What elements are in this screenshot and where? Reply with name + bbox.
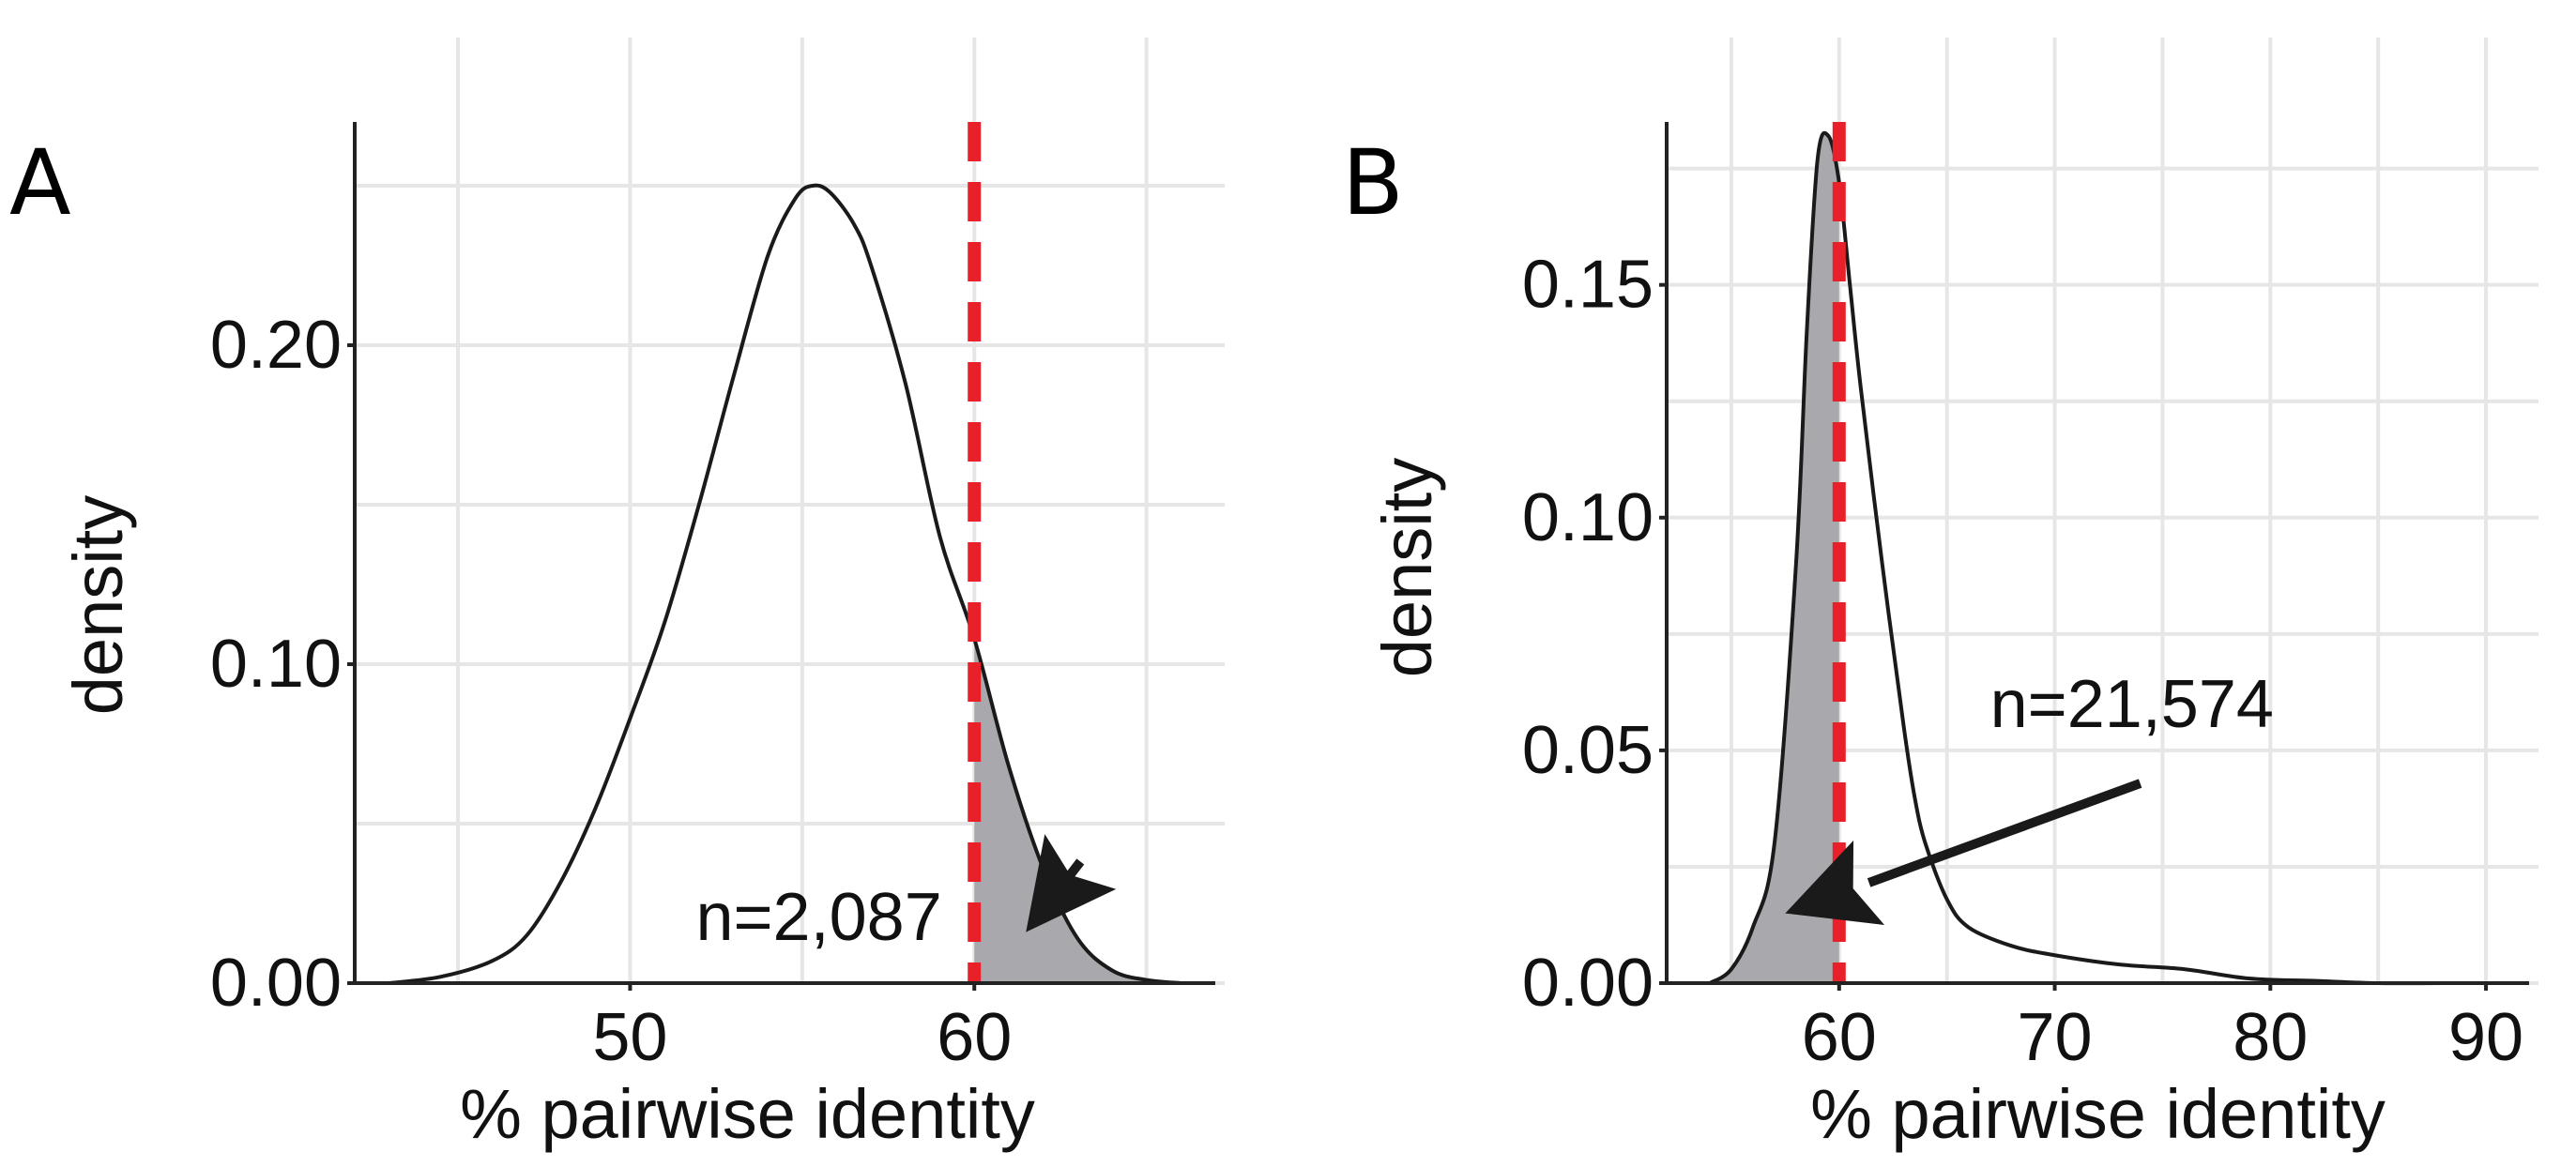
x-tick-label: 90 xyxy=(2448,1000,2523,1075)
panel-a-ticks: 0.00 0.10 0.20 50 60 xyxy=(210,308,1012,1075)
panel-b-y-axis-title: density xyxy=(1368,458,1446,677)
panel-a: A 0.00 0.10 0.20 50 60 % pairwise identity d… xyxy=(9,38,1225,1153)
panel-a-y-axis-title: density xyxy=(59,495,137,715)
y-tick-label: 0.00 xyxy=(1522,946,1654,1021)
density-line xyxy=(1708,130,2508,986)
panel-b-ticks: 0.00 0.05 0.10 0.15 60 70 80 90 xyxy=(1522,248,2523,1075)
y-tick-label: 0.10 xyxy=(210,627,342,702)
panel-a-shaded-area xyxy=(974,638,1181,983)
arrow-head xyxy=(1785,840,1885,925)
panel-a-label: A xyxy=(9,130,71,235)
x-tick-label: 60 xyxy=(1802,1000,1877,1075)
x-tick-label: 70 xyxy=(2018,1000,2093,1075)
panel-b: B 0.00 0.05 0.10 0.15 60 70 80 90 % pairwise id… xyxy=(1342,38,2538,1153)
y-tick-label: 0.10 xyxy=(1522,480,1654,555)
panel-a-annotation-text: n=2,087 xyxy=(695,880,941,955)
shaded-density-region xyxy=(974,638,1181,983)
y-tick-label: 0.00 xyxy=(210,946,342,1021)
panel-b-label: B xyxy=(1342,130,1404,235)
y-tick-label: 0.20 xyxy=(210,308,342,383)
panel-b-x-axis-title: % pairwise identity xyxy=(1810,1075,2385,1153)
panel-a-x-axis-title: % pairwise identity xyxy=(460,1075,1035,1153)
x-tick-label: 80 xyxy=(2233,1000,2308,1075)
x-tick-label: 60 xyxy=(937,1000,1012,1075)
arrow-shaft xyxy=(1867,779,2142,887)
y-tick-label: 0.05 xyxy=(1522,713,1654,788)
y-tick-label: 0.15 xyxy=(1522,248,1654,323)
panel-a-annotation-arrow xyxy=(1026,834,1117,932)
panel-b-annotation-arrow xyxy=(1785,779,2142,925)
panel-a-density-curve xyxy=(389,183,1181,985)
panel-a-grid xyxy=(355,38,1225,985)
arrow-head xyxy=(1026,834,1117,932)
panel-a-axes xyxy=(353,122,1215,985)
panel-b-axes xyxy=(1665,122,2529,985)
density-line xyxy=(389,183,1181,985)
panel-b-density-curve xyxy=(1708,130,2508,986)
panel-b-annotation-text: n=21,574 xyxy=(1990,667,2274,742)
x-tick-label: 50 xyxy=(592,1000,667,1075)
